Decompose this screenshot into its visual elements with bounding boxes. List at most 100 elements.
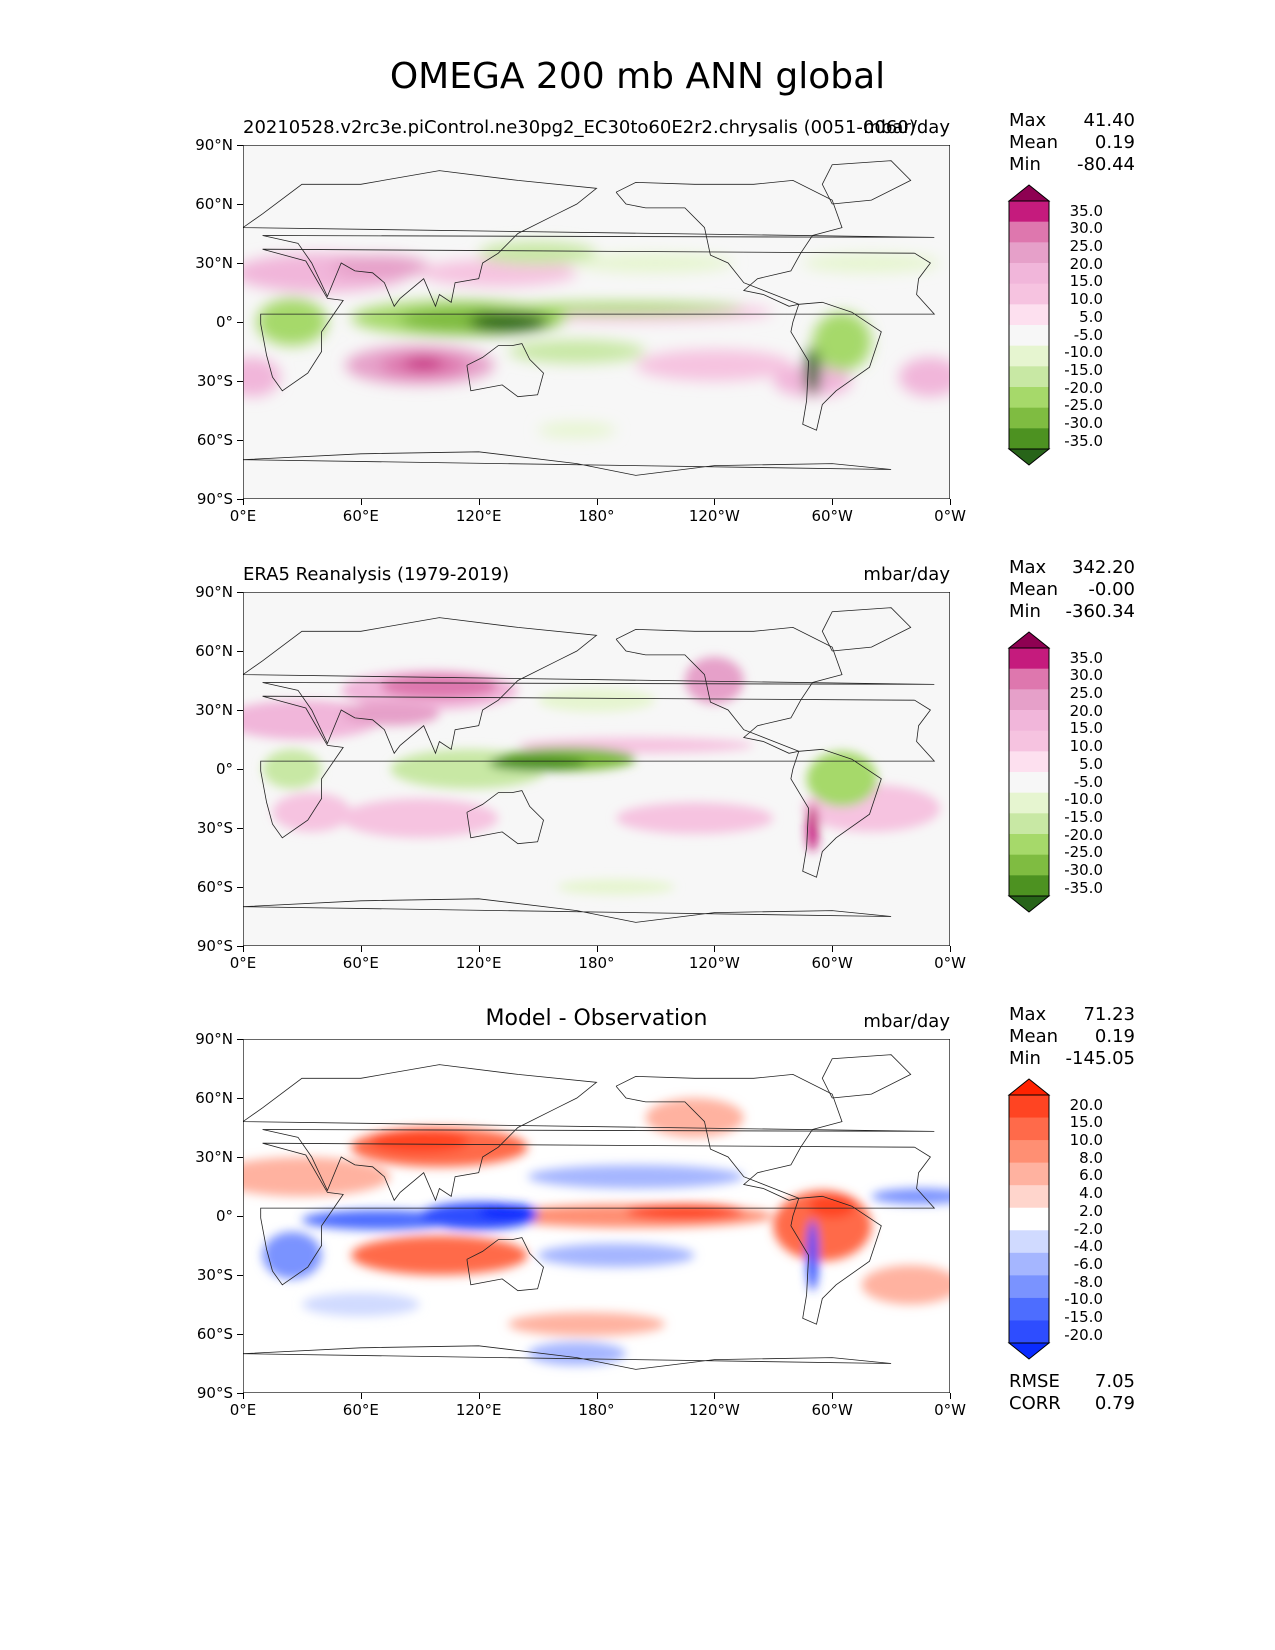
- y-tick-label: 90°S: [196, 937, 233, 955]
- colorbar-segment: [1009, 710, 1049, 732]
- colorbar-label: -15.0: [1064, 1308, 1103, 1327]
- colorbar-label: -15.0: [1064, 361, 1103, 380]
- colorbar-segment: [1009, 834, 1049, 856]
- stat-value: 71.23: [1083, 1004, 1135, 1025]
- y-tick-label: 60°N: [195, 1089, 233, 1107]
- colorbar-segment: [1009, 813, 1049, 835]
- y-tick-label: 30°N: [195, 254, 233, 272]
- x-tick-label: 60°E: [342, 1401, 379, 1419]
- colorbar-segment: [1009, 648, 1049, 670]
- coastline: [260, 1142, 936, 1286]
- main-title: OMEGA 200 mb ANN global: [389, 56, 886, 97]
- coastline: [466, 1237, 544, 1292]
- x-tick-label: 0°W: [934, 1401, 966, 1419]
- x-tick-label: 60°W: [811, 507, 853, 525]
- field-patch: [243, 1157, 391, 1197]
- coastline: [466, 790, 544, 845]
- field-patch: [861, 1265, 950, 1305]
- field-patch: [380, 674, 499, 699]
- y-tick-label: 0°: [215, 313, 233, 331]
- colorbar-label: 25.0: [1069, 237, 1103, 256]
- y-tick-mark: [237, 828, 243, 829]
- colorbar-label: -20.0: [1064, 1325, 1103, 1344]
- x-tick-label: 120°W: [688, 954, 740, 972]
- field-patch: [404, 357, 444, 370]
- y-tick-mark: [237, 1393, 243, 1394]
- x-tick-label: 180°: [578, 954, 615, 972]
- coastline: [243, 617, 935, 755]
- x-tick-label: 120°E: [455, 954, 502, 972]
- colorbar-label: -30.0: [1064, 414, 1103, 433]
- coastline: [790, 301, 882, 431]
- y-tick-label: 60°S: [196, 1325, 233, 1343]
- x-tick-label: 0°E: [229, 1401, 257, 1419]
- field-patch: [645, 1098, 744, 1138]
- field-patch: [576, 253, 734, 273]
- colorbar-label: -30.0: [1064, 861, 1103, 880]
- colorbar-label: -25.0: [1064, 396, 1103, 415]
- colorbar-segment: [1009, 345, 1049, 367]
- coastline: [790, 1195, 882, 1325]
- colorbar-label: 6.0: [1079, 1166, 1103, 1185]
- stat-row-max: Max 71.23: [1009, 1004, 1135, 1026]
- field-patch: [684, 656, 744, 705]
- metric-row-rmse: RMSE 7.05: [1009, 1371, 1135, 1393]
- coastline: [821, 1054, 912, 1099]
- coastline: [243, 170, 935, 308]
- colorbar-label: -20.0: [1064, 825, 1103, 844]
- panel-title-left: 20210528.v2rc3e.piControl.ne30pg2_EC30to…: [243, 117, 916, 138]
- map-panel-model: 20210528.v2rc3e.piControl.ne30pg2_EC30to…: [0, 0, 1275, 525]
- colorbar-segment: [1009, 407, 1049, 429]
- x-tick-mark: [360, 946, 362, 952]
- x-tick-label: 60°E: [342, 954, 379, 972]
- y-tick-mark: [237, 1216, 243, 1217]
- y-tick-mark: [237, 1275, 243, 1276]
- field-patch: [262, 1231, 322, 1279]
- stat-row-max: Max 342.20: [1009, 557, 1135, 579]
- colorbar-label: -6.0: [1073, 1255, 1103, 1274]
- x-tick-mark: [478, 499, 480, 505]
- x-tick-label: 0°W: [934, 507, 966, 525]
- field-patch: [341, 798, 499, 838]
- y-tick-mark: [237, 651, 243, 652]
- x-tick-label: 0°E: [229, 954, 257, 972]
- x-tick-mark: [950, 499, 951, 505]
- x-tick-mark: [243, 946, 244, 952]
- colorbar-label: -20.0: [1064, 378, 1103, 397]
- x-tick-label: 180°: [578, 1401, 615, 1419]
- panel-title-left: ERA5 Reanalysis (1979-2019): [243, 564, 510, 585]
- map-plot: [243, 1039, 950, 1393]
- colorbar-label: 35.0: [1069, 201, 1103, 220]
- y-tick-label: 90°S: [196, 1384, 233, 1402]
- x-tick-label: 120°E: [455, 507, 502, 525]
- colorbar-label: 15.0: [1069, 1113, 1103, 1132]
- y-tick-mark: [237, 145, 243, 146]
- metric-value: 0.79: [1094, 1393, 1135, 1414]
- field-patch: [806, 804, 819, 852]
- colorbar-segment: [1009, 1230, 1049, 1254]
- stats-box: Max 71.23 Mean 0.19 Min -145.05: [1009, 1004, 1135, 1070]
- stat-value: -145.05: [1065, 1048, 1135, 1069]
- y-tick-mark: [237, 263, 243, 264]
- colorbar-segment: [1009, 221, 1049, 243]
- y-tick-label: 60°S: [196, 878, 233, 896]
- field-patch: [508, 1312, 666, 1336]
- colorbar-segment: [1009, 263, 1049, 285]
- x-tick-label: 0°W: [934, 954, 966, 972]
- coastline: [243, 1345, 892, 1370]
- y-tick-label: 0°: [215, 1207, 233, 1225]
- x-tick-mark: [832, 499, 834, 505]
- coastline: [615, 1073, 843, 1201]
- map-panel-obs: ERA5 Reanalysis (1979-2019) mbar/day 0°E 60…: [0, 0, 1275, 972]
- colorbar-label: -10.0: [1064, 1290, 1103, 1309]
- field-patch: [802, 253, 941, 273]
- colorbar-segment: [1009, 751, 1049, 773]
- y-tick-mark: [237, 1334, 243, 1335]
- colorbar: [1007, 184, 1051, 466]
- field-patch: [301, 1210, 460, 1230]
- x-tick-mark: [596, 1393, 598, 1399]
- stats-box: Max 342.20 Mean -0.00 Min -360.34: [1009, 557, 1135, 623]
- stat-value: -0.00: [1088, 579, 1135, 600]
- x-tick-label: 60°W: [811, 1401, 853, 1419]
- colorbar-segment: [1009, 325, 1049, 347]
